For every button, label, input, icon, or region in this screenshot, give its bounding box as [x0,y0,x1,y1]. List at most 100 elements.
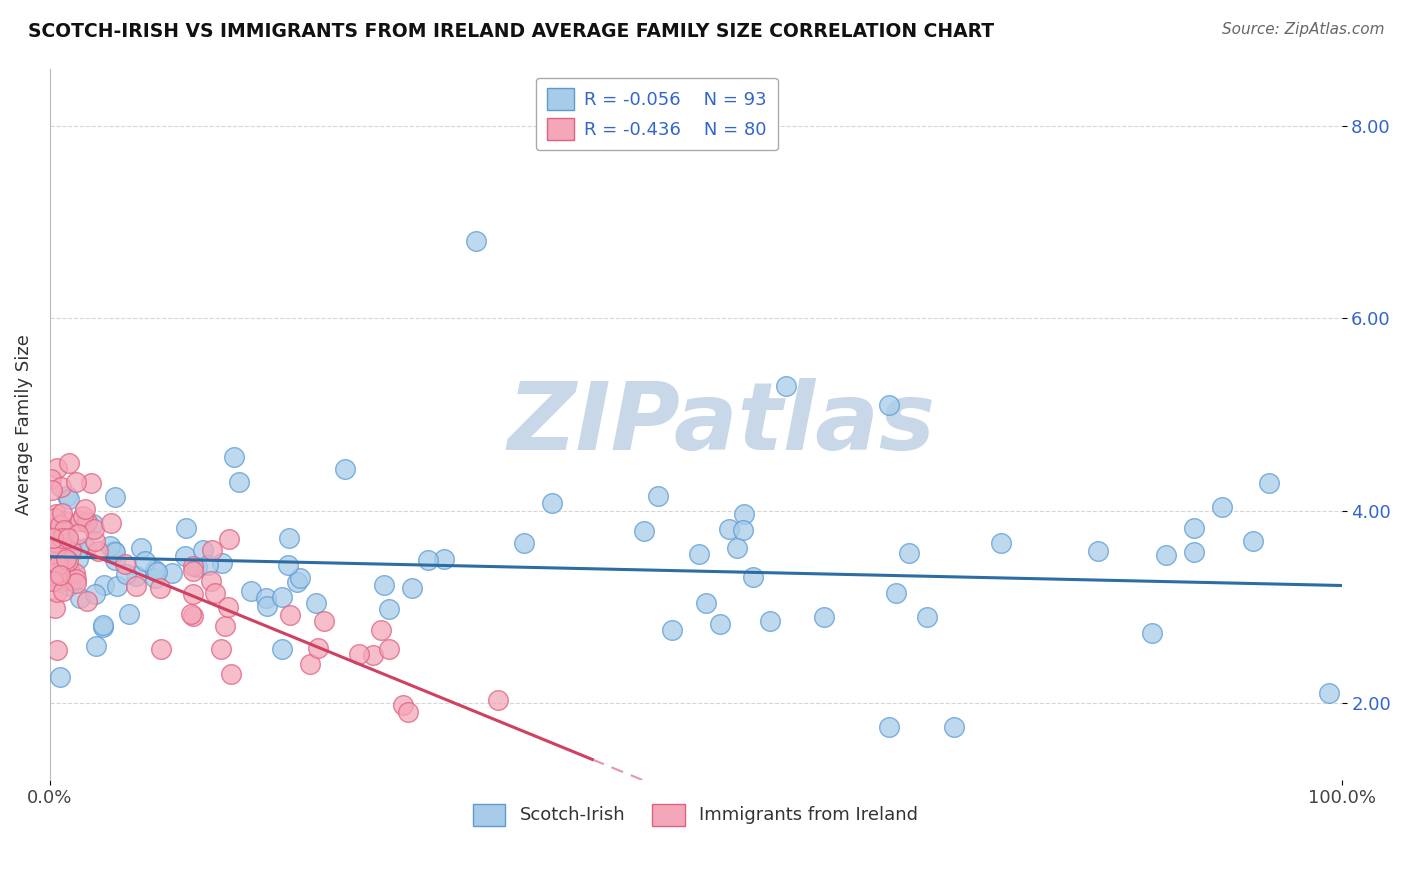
Point [183,587,205,601]
Point [688,547,710,561]
Point [100,516,122,531]
Point [416,553,439,567]
Point [1140,626,1163,640]
Point [377,602,399,616]
Point [392,698,415,713]
Point [65,566,87,580]
Point [42,574,65,588]
Text: ZIPatlas: ZIPatlas [508,378,935,470]
Point [145,571,167,585]
Point [46,642,69,657]
Point [118,607,141,621]
Point [65,475,87,489]
Point [314,615,336,629]
Point [114,558,136,572]
Point [813,609,835,624]
Point [42,543,65,558]
Point [124,569,146,583]
Point [733,507,755,521]
Point [60,543,83,558]
Point [1211,500,1233,514]
Point [186,559,208,574]
Point [197,558,219,572]
Point [305,596,328,610]
Point [125,579,148,593]
Point [44,600,66,615]
Point [42,574,65,589]
Point [174,521,197,535]
Point [214,619,236,633]
Point [104,545,127,559]
Point [143,563,166,577]
Point [59,574,82,588]
Point [513,536,536,550]
Point [183,564,205,578]
Point [44,534,66,549]
Point [39,472,62,486]
Point [277,558,299,572]
Point [65,575,87,590]
Point [72,509,94,524]
Point [82,516,104,531]
Point [378,642,401,657]
Point [373,578,395,592]
Point [49,567,72,582]
Point [84,587,107,601]
Point [75,541,97,555]
Point [191,543,214,558]
Point [307,641,329,656]
Point [67,542,90,557]
Point [83,534,105,549]
Point [51,533,73,548]
Point [53,529,76,543]
Point [56,489,79,503]
Point [48,574,70,589]
Point [67,526,90,541]
Point [633,524,655,538]
Point [48,545,70,559]
Point [58,492,80,507]
Point [209,642,232,657]
Text: SCOTCH-IRISH VS IMMIGRANTS FROM IRELAND AVERAGE FAMILY SIZE CORRELATION CHART: SCOTCH-IRISH VS IMMIGRANTS FROM IRELAND … [28,22,994,41]
Point [200,543,222,558]
Point [433,552,456,566]
Point [55,534,77,549]
Point [1241,533,1264,548]
Point [73,502,96,516]
Point [52,584,75,599]
Point [134,554,156,568]
Text: Source: ZipAtlas.com: Source: ZipAtlas.com [1222,22,1385,37]
Point [733,523,755,537]
Point [278,607,301,622]
Point [146,565,169,579]
Point [349,647,371,661]
Point [115,566,138,581]
Point [129,541,152,555]
Point [717,522,740,536]
Point [217,599,239,614]
Point [84,640,107,654]
Point [661,624,683,638]
Point [93,578,115,592]
Point [1257,475,1279,490]
Point [879,398,901,412]
Point [218,532,240,546]
Point [53,523,76,537]
Point [486,693,509,707]
Point [709,617,731,632]
Point [211,556,233,570]
Legend: Scotch-Irish, Immigrants from Ireland: Scotch-Irish, Immigrants from Ireland [464,795,928,835]
Point [46,556,69,570]
Point [149,581,172,595]
Point [465,235,488,249]
Point [51,507,73,521]
Point [56,558,79,572]
Point [285,574,308,589]
Point [695,596,717,610]
Point [45,541,67,556]
Point [76,593,98,607]
Point [181,609,204,624]
Point [83,523,105,537]
Point [219,667,242,681]
Point [60,541,83,555]
